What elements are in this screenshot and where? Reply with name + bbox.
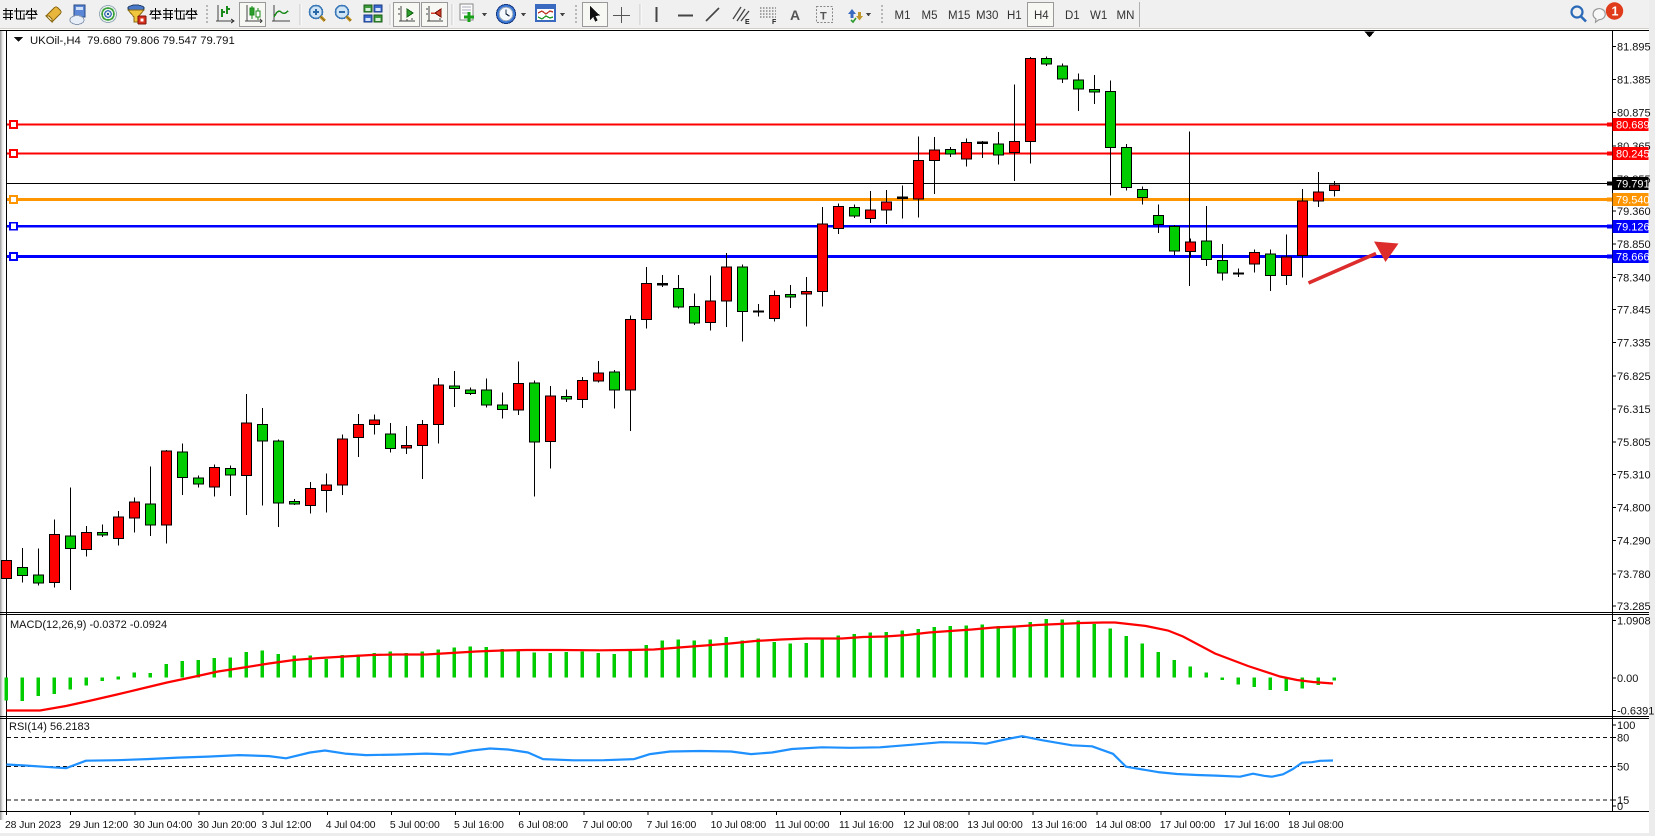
svg-text:78.850: 78.850	[1617, 239, 1651, 251]
svg-text:E: E	[745, 19, 750, 26]
svg-text:F: F	[772, 19, 777, 26]
svg-text:7 Jul 16:00: 7 Jul 16:00	[647, 820, 697, 831]
svg-text:5 Jul 16:00: 5 Jul 16:00	[454, 820, 504, 831]
svg-text:H1: H1	[1007, 10, 1022, 22]
svg-text:4 Jul 04:00: 4 Jul 04:00	[326, 820, 376, 831]
svg-text:11 Jul 16:00: 11 Jul 16:00	[839, 820, 894, 831]
svg-text:78.340: 78.340	[1617, 272, 1651, 284]
svg-text:5 Jul 00:00: 5 Jul 00:00	[390, 820, 440, 831]
svg-text:RSI(14) 56.2183: RSI(14) 56.2183	[9, 721, 90, 733]
svg-text:79.360: 79.360	[1617, 206, 1651, 218]
svg-text:3 Jul 12:00: 3 Jul 12:00	[262, 820, 312, 831]
svg-text:74.290: 74.290	[1617, 536, 1651, 548]
svg-text:80: 80	[1617, 733, 1629, 745]
svg-text:-0.6391: -0.6391	[1617, 706, 1654, 718]
svg-text:77.845: 77.845	[1617, 305, 1651, 317]
svg-text:75.310: 75.310	[1617, 469, 1651, 481]
svg-text:17 Jul 00:00: 17 Jul 00:00	[1160, 820, 1216, 831]
svg-text:1.0908: 1.0908	[1617, 616, 1651, 628]
svg-text:30 Jun 20:00: 30 Jun 20:00	[197, 820, 256, 831]
svg-text:M30: M30	[976, 10, 998, 22]
svg-text:13 Jul 00:00: 13 Jul 00:00	[967, 820, 1023, 831]
svg-text:10 Jul 08:00: 10 Jul 08:00	[711, 820, 767, 831]
svg-text:UKOil-,H4 79.680 79.806 79.54: UKOil-,H4 79.680 79.806 79.547 79.791	[30, 35, 235, 47]
svg-text:76.825: 76.825	[1617, 371, 1651, 383]
svg-text:D1: D1	[1065, 10, 1080, 22]
svg-text:MN: MN	[1117, 10, 1135, 22]
svg-text:81.385: 81.385	[1617, 74, 1651, 86]
svg-text:75.805: 75.805	[1617, 437, 1651, 449]
svg-text:28 Jun 2023: 28 Jun 2023	[5, 820, 61, 831]
svg-text:1: 1	[1612, 5, 1619, 19]
svg-text:W1: W1	[1090, 10, 1107, 22]
svg-text:50: 50	[1617, 762, 1629, 774]
svg-text:12 Jul 08:00: 12 Jul 08:00	[903, 820, 959, 831]
svg-text:77.335: 77.335	[1617, 338, 1651, 350]
svg-text:78.666: 78.666	[1616, 252, 1650, 264]
svg-text:80.689: 80.689	[1616, 120, 1650, 132]
svg-text:30 Jun 04:00: 30 Jun 04:00	[133, 820, 192, 831]
svg-text:13 Jul 16:00: 13 Jul 16:00	[1031, 820, 1087, 831]
svg-text:73.285: 73.285	[1617, 601, 1651, 613]
svg-text:7 Jul 00:00: 7 Jul 00:00	[582, 820, 632, 831]
svg-text:A: A	[790, 7, 800, 23]
svg-text:73.780: 73.780	[1617, 569, 1651, 581]
svg-text:79.540: 79.540	[1616, 195, 1650, 207]
svg-text:T: T	[820, 11, 827, 23]
svg-text:H4: H4	[1034, 10, 1049, 22]
svg-text:29 Jun 12:00: 29 Jun 12:00	[69, 820, 128, 831]
svg-text:81.895: 81.895	[1617, 41, 1651, 53]
svg-text:76.315: 76.315	[1617, 404, 1651, 416]
svg-text:17 Jul 16:00: 17 Jul 16:00	[1224, 820, 1280, 831]
svg-text:M1: M1	[895, 10, 911, 22]
svg-text:100: 100	[1617, 720, 1635, 732]
svg-text:11 Jul 00:00: 11 Jul 00:00	[775, 820, 830, 831]
svg-text:18 Jul 08:00: 18 Jul 08:00	[1288, 820, 1344, 831]
svg-text:14 Jul 08:00: 14 Jul 08:00	[1096, 820, 1152, 831]
svg-text:79.126: 79.126	[1616, 221, 1650, 233]
svg-text:6 Jul 08:00: 6 Jul 08:00	[518, 820, 568, 831]
svg-text:74.800: 74.800	[1617, 502, 1651, 514]
svg-text:M15: M15	[948, 10, 970, 22]
svg-text:0: 0	[1617, 801, 1623, 813]
svg-text:80.875: 80.875	[1617, 108, 1651, 120]
svg-text:MACD(12,26,9) -0.0372 -0.0924: MACD(12,26,9) -0.0372 -0.0924	[10, 619, 167, 631]
svg-text:15: 15	[1617, 795, 1629, 807]
svg-text:79.791: 79.791	[1616, 179, 1650, 191]
svg-text:0.00: 0.00	[1617, 673, 1638, 685]
svg-text:80.245: 80.245	[1616, 149, 1650, 161]
svg-text:M5: M5	[922, 10, 938, 22]
